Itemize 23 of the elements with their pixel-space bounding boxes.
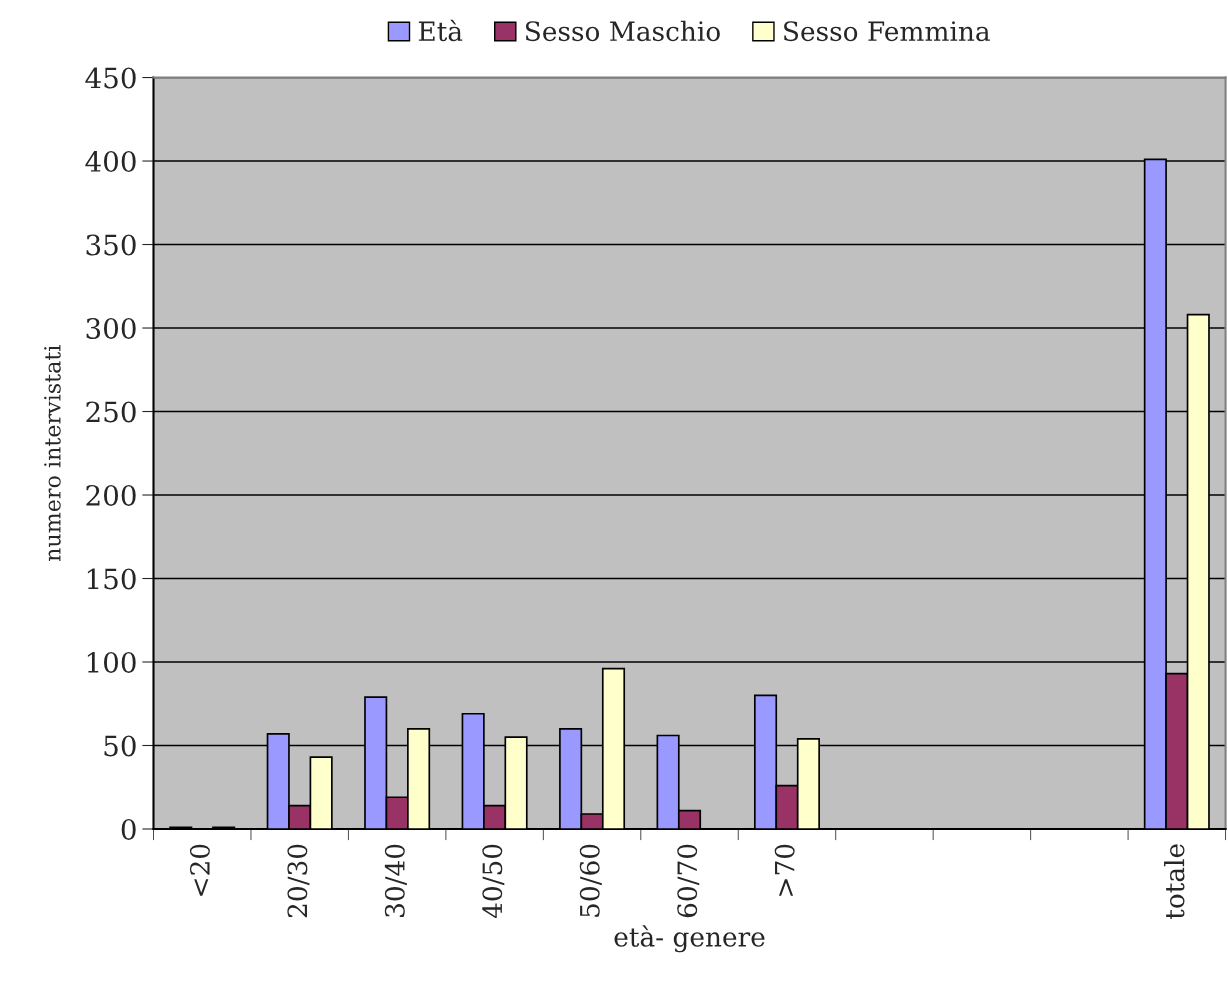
x-tick-label: 20/30 bbox=[287, 844, 310, 918]
x-tick-label: totale bbox=[1164, 844, 1185, 920]
y-tick-label: 50 bbox=[104, 735, 136, 757]
y-tick-label: 150 bbox=[87, 568, 136, 590]
y-tick-label: 450 bbox=[85, 67, 136, 89]
legend-label: Sesso Femmina bbox=[784, 21, 990, 42]
x-axis-title: età- genere bbox=[614, 925, 765, 953]
y-tick-label: 300 bbox=[86, 317, 136, 339]
x-tick-label: 50/60 bbox=[579, 844, 602, 917]
x-tick-label: 30/40 bbox=[384, 844, 407, 917]
y-tick-label: 400 bbox=[85, 150, 136, 172]
y-tick-label: 100 bbox=[87, 651, 136, 673]
y-tick-label: 200 bbox=[86, 484, 136, 506]
x-tick-label: 60/70 bbox=[677, 844, 700, 918]
x-tick-label: 40/50 bbox=[482, 844, 505, 919]
legend-label: Sesso Maschio bbox=[525, 20, 720, 42]
legend-label: Età bbox=[418, 19, 463, 42]
y-axis-title: numero intervistati bbox=[44, 345, 61, 562]
x-tick-label: <20 bbox=[189, 844, 210, 896]
x-tick-label: >70 bbox=[774, 844, 795, 896]
y-tick-label: 350 bbox=[86, 234, 136, 256]
y-tick-label: 250 bbox=[86, 401, 136, 423]
y-tick-label: 0 bbox=[121, 818, 136, 840]
